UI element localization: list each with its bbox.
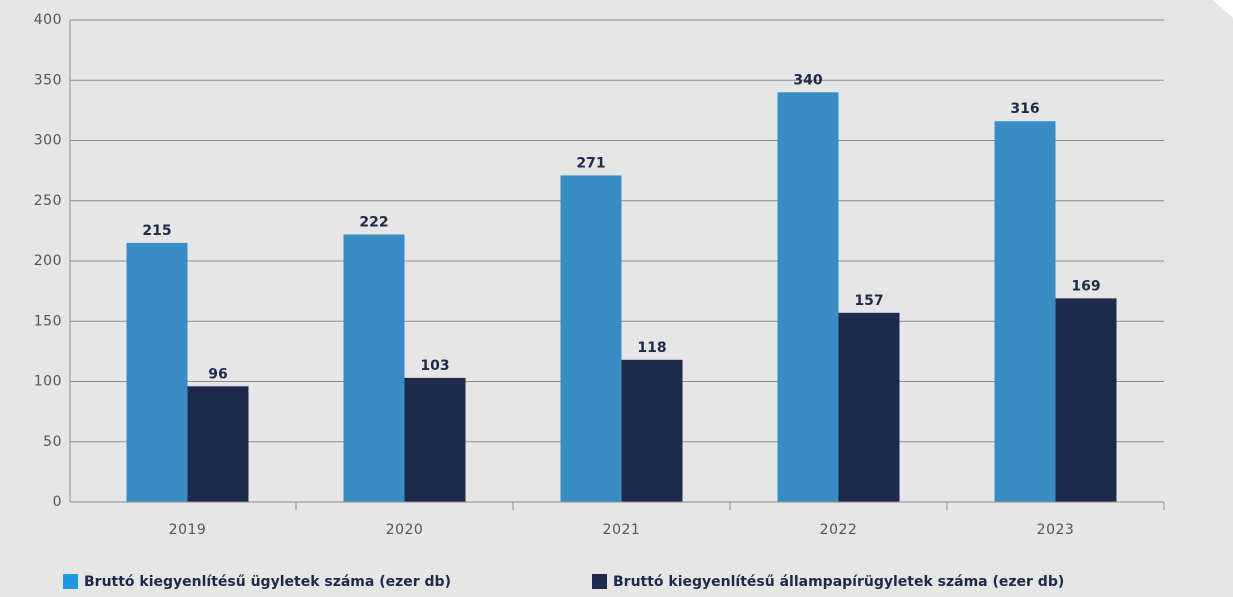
x-tick-label: 2022 (820, 522, 858, 538)
value-label: 222 (359, 214, 388, 230)
value-label: 118 (637, 340, 666, 356)
x-tick-label: 2019 (169, 522, 207, 538)
value-label: 215 (142, 223, 171, 239)
y-tick-label: 350 (34, 72, 62, 88)
value-label: 157 (854, 293, 883, 309)
bar (343, 234, 405, 503)
value-label: 96 (208, 366, 227, 382)
bar (777, 92, 839, 503)
y-tick-label: 0 (53, 494, 62, 510)
bar (621, 359, 683, 502)
x-tick-label: 2023 (1037, 522, 1075, 538)
y-tick-label: 150 (34, 313, 62, 329)
value-label: 169 (1071, 278, 1100, 294)
bar (404, 377, 466, 502)
value-label: 271 (576, 155, 605, 171)
y-tick-label: 400 (34, 12, 62, 28)
legend-label: Bruttó kiegyenlítésű ügyletek száma (eze… (84, 574, 451, 590)
y-tick-label: 100 (34, 374, 62, 390)
y-tick-label: 200 (34, 253, 62, 269)
y-tick-label: 300 (34, 133, 62, 149)
value-label: 340 (793, 72, 822, 88)
y-tick-label: 50 (43, 434, 62, 450)
corner (1213, 0, 1233, 18)
x-tick-label: 2020 (386, 522, 424, 538)
value-label: 103 (420, 358, 449, 374)
value-label: 316 (1010, 101, 1039, 117)
y-tick-label: 250 (34, 193, 62, 209)
x-tick-label: 2021 (603, 522, 641, 538)
bar (838, 312, 900, 502)
bar (994, 121, 1056, 502)
legend-label: Bruttó kiegyenlítésű állampapírügyletek … (613, 574, 1064, 590)
bar (1055, 298, 1117, 502)
legend-swatch (63, 574, 78, 589)
legend-swatch (592, 574, 607, 589)
bar (187, 386, 249, 502)
bar (560, 175, 622, 502)
bar (126, 242, 188, 503)
